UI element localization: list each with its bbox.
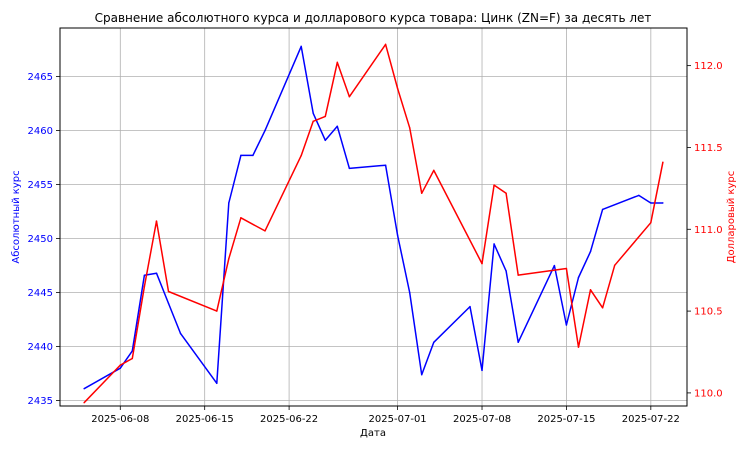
- data-point-right: [433, 169, 435, 172]
- data-point-left: [119, 367, 121, 369]
- data-point-left: [601, 208, 604, 211]
- data-point-right: [312, 120, 314, 122]
- y-left-tick-label: 2440: [28, 342, 53, 353]
- y-left-tick-label: 2435: [28, 396, 53, 407]
- data-point-left: [505, 270, 507, 272]
- data-point-left: [155, 272, 158, 274]
- chart-title: Сравнение абсолютного курса и долларовог…: [95, 11, 652, 25]
- data-point-left: [421, 373, 423, 376]
- y-right-tick-label: 110.0: [694, 388, 723, 399]
- data-point-right: [601, 307, 604, 309]
- y-left-tick-label: 2460: [28, 126, 53, 137]
- data-point-left: [650, 202, 652, 204]
- data-point-left: [336, 125, 339, 127]
- data-point-left: [179, 332, 182, 335]
- series-line-right: [83, 43, 664, 404]
- data-point-left: [493, 243, 495, 245]
- data-point-left: [131, 350, 134, 352]
- data-point-right: [408, 127, 411, 129]
- data-point-right: [421, 192, 423, 194]
- data-point-right: [264, 230, 266, 232]
- data-point-left: [565, 324, 568, 326]
- data-point-left: [240, 154, 242, 157]
- data-point-right: [517, 274, 519, 276]
- y-right-tick-label: 112.0: [694, 61, 723, 72]
- y-left-tick-label: 2455: [28, 180, 53, 191]
- y-left-tick-label: 2450: [28, 234, 53, 245]
- x-tick-label: 2025-06-15: [176, 414, 234, 425]
- y-axis-left: 2435 2440 2445 2450 2455 2460 2465: [28, 72, 60, 407]
- y-axis-left-label: Абсолютный курс: [11, 170, 22, 263]
- data-point-right: [167, 290, 170, 293]
- data-point-right: [505, 192, 507, 194]
- plot-frame: [59, 27, 688, 407]
- data-point-left: [577, 276, 580, 279]
- data-point-left: [312, 112, 314, 115]
- data-point-left: [252, 154, 254, 157]
- x-tick-label: 2025-07-01: [369, 414, 427, 425]
- data-point-right: [216, 310, 218, 312]
- data-point-left: [408, 291, 411, 294]
- data-point-left: [481, 369, 483, 372]
- series-layer: [83, 43, 664, 404]
- data-point-right: [650, 222, 652, 224]
- y-right-tick-label: 111.5: [694, 143, 723, 154]
- data-point-right: [384, 43, 387, 46]
- data-point-right: [481, 262, 483, 265]
- data-point-left: [589, 250, 592, 253]
- data-point-right: [83, 402, 85, 404]
- y-axis-right-label: Долларовый курс: [726, 171, 737, 264]
- data-point-left: [264, 129, 266, 132]
- data-point-left: [433, 341, 435, 343]
- data-point-left: [396, 234, 399, 237]
- series-line-left: [83, 45, 663, 390]
- x-tick-label: 2025-06-08: [91, 414, 149, 425]
- data-point-left: [324, 139, 326, 142]
- data-point-left: [143, 274, 146, 277]
- data-point-left: [300, 45, 302, 48]
- data-point-right: [324, 115, 326, 118]
- data-point-left: [348, 167, 351, 170]
- data-point-left: [167, 302, 170, 305]
- data-point-left: [553, 264, 556, 267]
- data-point-right: [613, 264, 616, 266]
- data-point-right: [131, 357, 134, 360]
- x-tick-label: 2025-07-08: [453, 414, 511, 425]
- data-point-right: [300, 154, 302, 157]
- y-left-tick-label: 2465: [28, 72, 53, 83]
- data-point-right: [577, 346, 580, 348]
- data-point-left: [469, 305, 471, 308]
- data-point-right: [143, 285, 146, 288]
- x-axis: 2025-06-08 2025-06-15 2025-06-22 2025-07-01…: [91, 406, 680, 425]
- data-point-left: [83, 388, 85, 390]
- data-point-right: [155, 220, 158, 222]
- grid: [60, 28, 687, 406]
- data-point-left: [517, 341, 519, 343]
- y-axis-right: 110.0 110.5 111.0 111.5 112.0: [687, 61, 723, 399]
- data-point-right: [240, 217, 242, 219]
- y-right-tick-label: 110.5: [694, 307, 723, 318]
- data-point-right: [396, 87, 399, 90]
- data-point-left: [638, 194, 640, 197]
- data-point-right: [348, 96, 351, 98]
- y-right-tick-label: 111.0: [694, 225, 723, 236]
- data-point-right: [119, 364, 121, 366]
- x-tick-label: 2025-07-15: [537, 414, 595, 425]
- data-point-left: [228, 202, 230, 204]
- y-left-tick-label: 2445: [28, 288, 53, 299]
- data-point-right: [493, 184, 495, 186]
- data-point-right: [589, 289, 592, 291]
- x-axis-label: Дата: [360, 428, 386, 439]
- data-point-right: [336, 61, 339, 64]
- data-point-left: [662, 202, 664, 204]
- data-point-right: [565, 267, 568, 270]
- data-point-left: [216, 382, 218, 385]
- data-point-right: [662, 161, 664, 163]
- data-point-right: [228, 258, 230, 260]
- x-tick-label: 2025-07-22: [622, 414, 680, 425]
- data-point-left: [384, 164, 387, 166]
- x-tick-label: 2025-06-22: [260, 414, 318, 425]
